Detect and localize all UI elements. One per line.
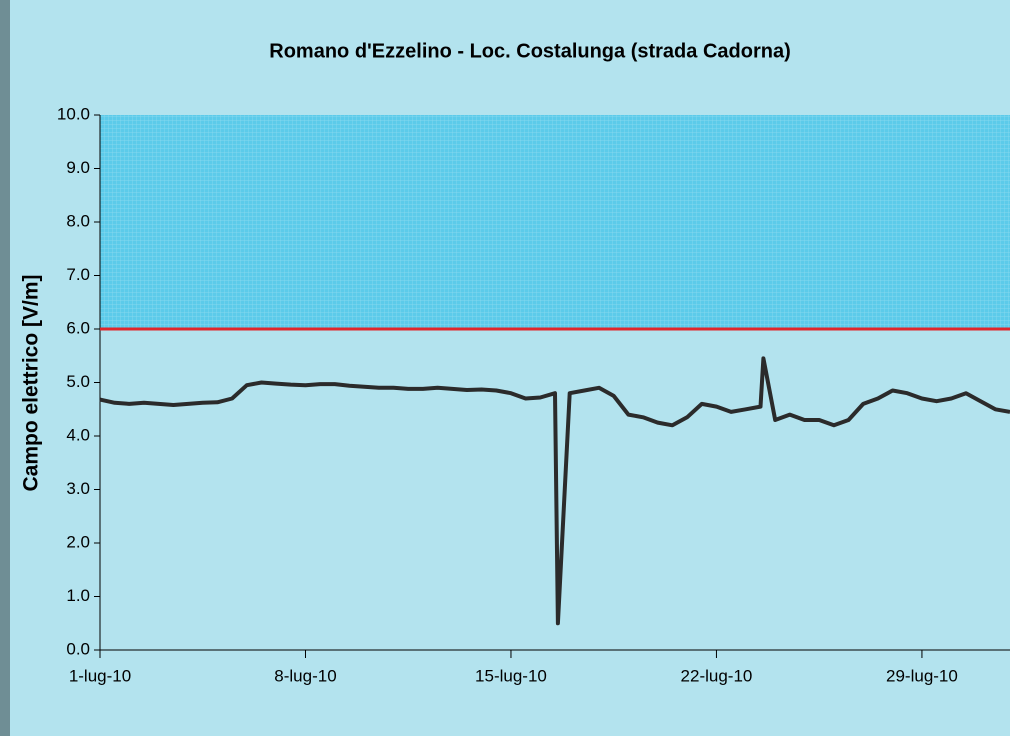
y-tick-label: 10.0	[57, 104, 90, 123]
x-tick-label: 15-lug-10	[475, 666, 547, 685]
y-tick-label: 5.0	[66, 372, 90, 391]
y-tick-label: 0.0	[66, 639, 90, 658]
x-tick-label: 8-lug-10	[274, 666, 336, 685]
x-tick-label: 1-lug-10	[69, 666, 131, 685]
y-tick-label: 7.0	[66, 265, 90, 284]
x-tick-label: 22-lug-10	[681, 666, 753, 685]
left-edge	[0, 0, 10, 736]
y-tick-label: 8.0	[66, 211, 90, 230]
y-tick-label: 4.0	[66, 425, 90, 444]
y-tick-label: 2.0	[66, 532, 90, 551]
y-axis-label: Campo elettrico [V/m]	[20, 274, 43, 491]
chart-title: Romano d'Ezzelino - Loc. Costalunga (str…	[269, 40, 790, 62]
y-tick-label: 6.0	[66, 318, 90, 337]
series-line	[99, 356, 1010, 626]
y-tick-label: 9.0	[66, 158, 90, 177]
y-tick-label: 3.0	[66, 479, 90, 498]
band-hatch	[100, 115, 1010, 329]
y-tick-label: 1.0	[66, 586, 90, 605]
x-tick-label: 29-lug-10	[886, 666, 958, 685]
